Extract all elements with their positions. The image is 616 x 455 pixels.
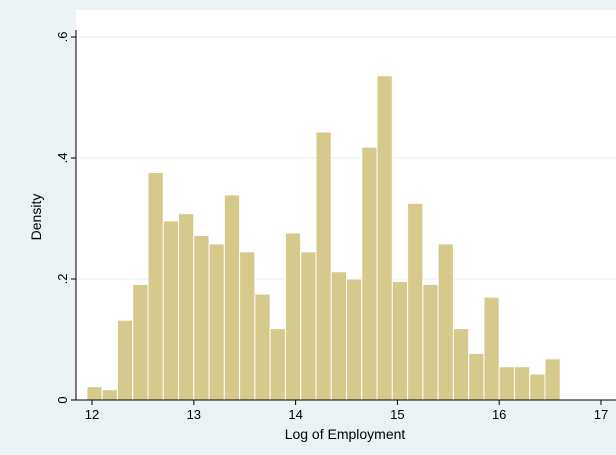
x-axis-label: Log of Employment — [285, 426, 406, 442]
y-tick-label: .6 — [55, 32, 70, 43]
histogram-bar — [483, 296, 500, 401]
histogram-bar — [162, 220, 180, 401]
histogram-bar — [346, 278, 363, 401]
histogram-bar — [361, 146, 378, 401]
histogram-bar — [193, 234, 210, 401]
x-tick-label: 12 — [85, 407, 99, 422]
x-tick-label: 17 — [594, 407, 608, 422]
y-axis-ticks: 0 .2 .4 .6 — [55, 32, 76, 404]
x-axis-ticks: 12 13 14 15 16 17 — [85, 400, 608, 422]
x-tick-label: 13 — [187, 407, 201, 422]
histogram-bars — [86, 75, 561, 401]
histogram-bar — [330, 271, 348, 401]
histogram-bar — [315, 131, 332, 401]
histogram-bar — [223, 194, 241, 401]
y-axis-label: Density — [28, 194, 44, 241]
histogram-bar — [116, 319, 134, 401]
axes — [75, 30, 616, 401]
histogram-bar — [529, 373, 546, 401]
histogram-bar — [544, 358, 561, 401]
histogram-bar — [269, 328, 286, 401]
y-tick-label: 0 — [55, 396, 70, 403]
histogram-bar — [147, 172, 164, 401]
y-tick-label: .4 — [55, 153, 70, 164]
histogram-bar — [300, 251, 317, 401]
histogram-bar — [208, 243, 225, 401]
x-tick-label: 14 — [288, 407, 302, 422]
histogram-bar — [391, 280, 409, 401]
histogram-bar — [437, 243, 454, 401]
histogram-bar — [178, 213, 195, 401]
x-tick-label: 16 — [492, 407, 506, 422]
histogram-bar — [422, 283, 439, 401]
histogram-bar — [101, 389, 118, 401]
histogram-bar — [452, 328, 470, 401]
histogram-bar — [132, 283, 149, 401]
histogram-bar — [498, 366, 515, 401]
histogram-bar — [239, 251, 256, 401]
histogram-bar — [254, 293, 271, 401]
y-tick-label: .2 — [55, 274, 70, 285]
histogram-bar — [468, 352, 485, 401]
x-tick-label: 15 — [390, 407, 404, 422]
histogram-bar — [407, 202, 424, 401]
histogram-bar — [284, 232, 302, 401]
histogram-bar — [376, 75, 393, 401]
histogram-bar — [86, 386, 103, 401]
histogram-bar — [513, 366, 531, 401]
